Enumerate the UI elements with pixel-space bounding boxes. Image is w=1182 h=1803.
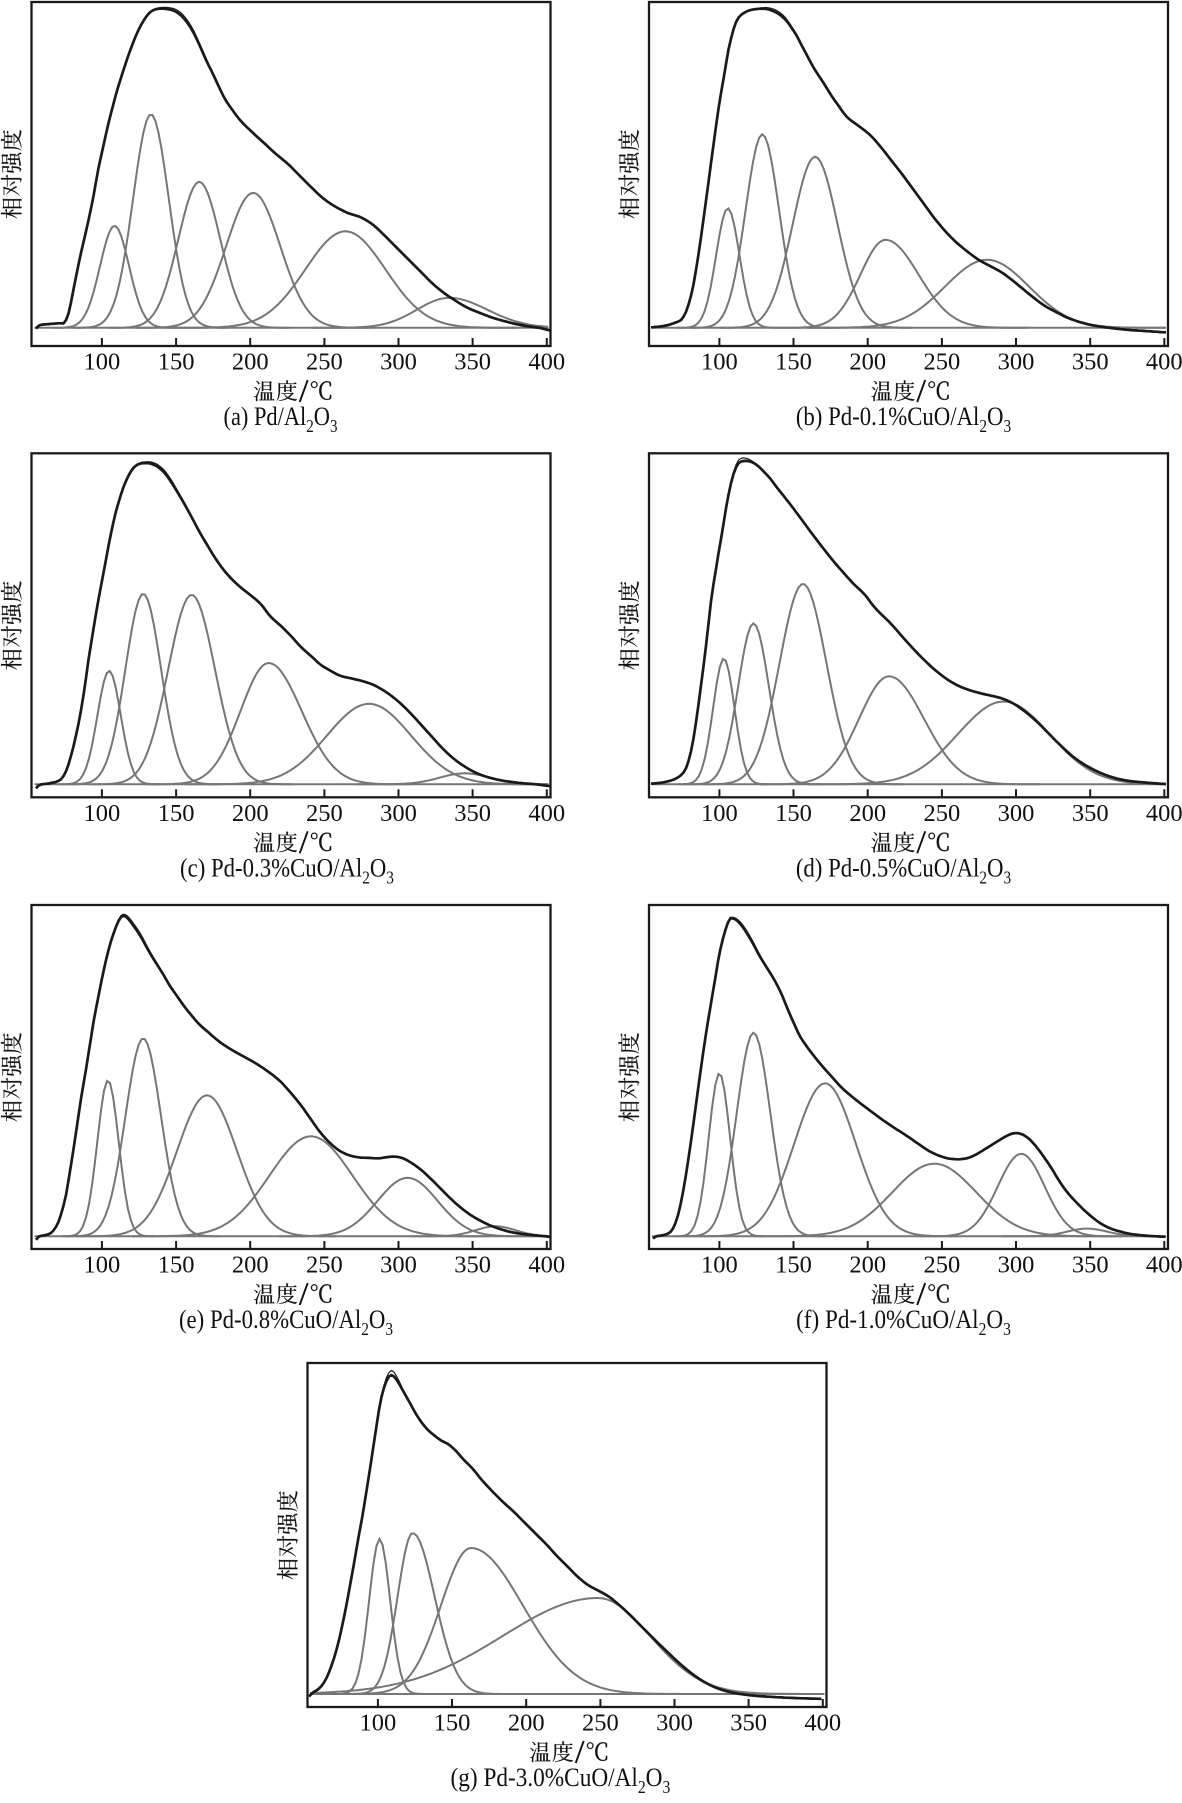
- svg-text:250: 250: [582, 1710, 619, 1737]
- svg-text:400: 400: [528, 800, 565, 827]
- svg-text:250: 250: [924, 800, 961, 827]
- svg-text:100: 100: [84, 349, 121, 376]
- svg-text:300: 300: [380, 349, 417, 376]
- svg-text:(d) Pd-0.5%CuO/Al2O3: (d) Pd-0.5%CuO/Al2O3: [796, 854, 1011, 888]
- svg-text:200: 200: [849, 349, 886, 376]
- svg-text:(c) Pd-0.3%CuO/Al2O3: (c) Pd-0.3%CuO/Al2O3: [180, 854, 394, 888]
- svg-text:200: 200: [849, 800, 886, 827]
- svg-text:100: 100: [84, 800, 121, 827]
- svg-text:(e) Pd-0.8%CuO/Al2O3: (e) Pd-0.8%CuO/Al2O3: [179, 1306, 393, 1340]
- svg-text:400: 400: [528, 1252, 565, 1279]
- svg-text:400: 400: [804, 1710, 841, 1737]
- svg-text:200: 200: [508, 1710, 545, 1737]
- svg-text:300: 300: [998, 349, 1035, 376]
- svg-text:350: 350: [1072, 349, 1109, 376]
- svg-text:(b) Pd-0.1%CuO/Al2O3: (b) Pd-0.1%CuO/Al2O3: [796, 403, 1011, 437]
- svg-text:150: 150: [775, 800, 812, 827]
- svg-text:100: 100: [701, 349, 738, 376]
- svg-text:400: 400: [528, 349, 565, 376]
- svg-text:300: 300: [380, 800, 417, 827]
- svg-text:350: 350: [1072, 800, 1109, 827]
- svg-text:300: 300: [656, 1710, 693, 1737]
- svg-text:250: 250: [306, 800, 343, 827]
- svg-text:350: 350: [1072, 1252, 1109, 1279]
- svg-text:150: 150: [434, 1710, 471, 1737]
- svg-text:350: 350: [730, 1710, 767, 1737]
- svg-text:(f) Pd-1.0%CuO/Al2O3: (f) Pd-1.0%CuO/Al2O3: [796, 1306, 1011, 1339]
- svg-text:250: 250: [306, 1252, 343, 1279]
- svg-text:400: 400: [1146, 800, 1182, 827]
- svg-text:(g) Pd-3.0%CuO/Al2O3: (g) Pd-3.0%CuO/Al2O3: [451, 1764, 671, 1797]
- svg-text:350: 350: [454, 800, 491, 827]
- svg-text:200: 200: [232, 1252, 269, 1279]
- svg-text:250: 250: [924, 1252, 961, 1279]
- svg-text:300: 300: [380, 1252, 417, 1279]
- svg-text:350: 350: [454, 1252, 491, 1279]
- svg-text:100: 100: [360, 1710, 397, 1737]
- svg-text:150: 150: [158, 349, 195, 376]
- svg-text:350: 350: [454, 349, 491, 376]
- svg-text:100: 100: [701, 800, 738, 827]
- svg-text:200: 200: [232, 349, 269, 376]
- svg-text:400: 400: [1146, 1252, 1182, 1279]
- svg-text:200: 200: [849, 1252, 886, 1279]
- svg-text:300: 300: [998, 1252, 1035, 1279]
- svg-text:250: 250: [306, 349, 343, 376]
- svg-text:100: 100: [84, 1252, 121, 1279]
- svg-text:150: 150: [775, 1252, 812, 1279]
- svg-text:(a) Pd/Al2O3: (a) Pd/Al2O3: [223, 403, 337, 437]
- svg-text:150: 150: [775, 349, 812, 376]
- svg-text:200: 200: [232, 800, 269, 827]
- svg-text:250: 250: [924, 349, 961, 376]
- svg-text:150: 150: [158, 800, 195, 827]
- svg-text:400: 400: [1146, 349, 1182, 376]
- svg-text:100: 100: [701, 1252, 738, 1279]
- svg-text:300: 300: [998, 800, 1035, 827]
- svg-text:150: 150: [158, 1252, 195, 1279]
